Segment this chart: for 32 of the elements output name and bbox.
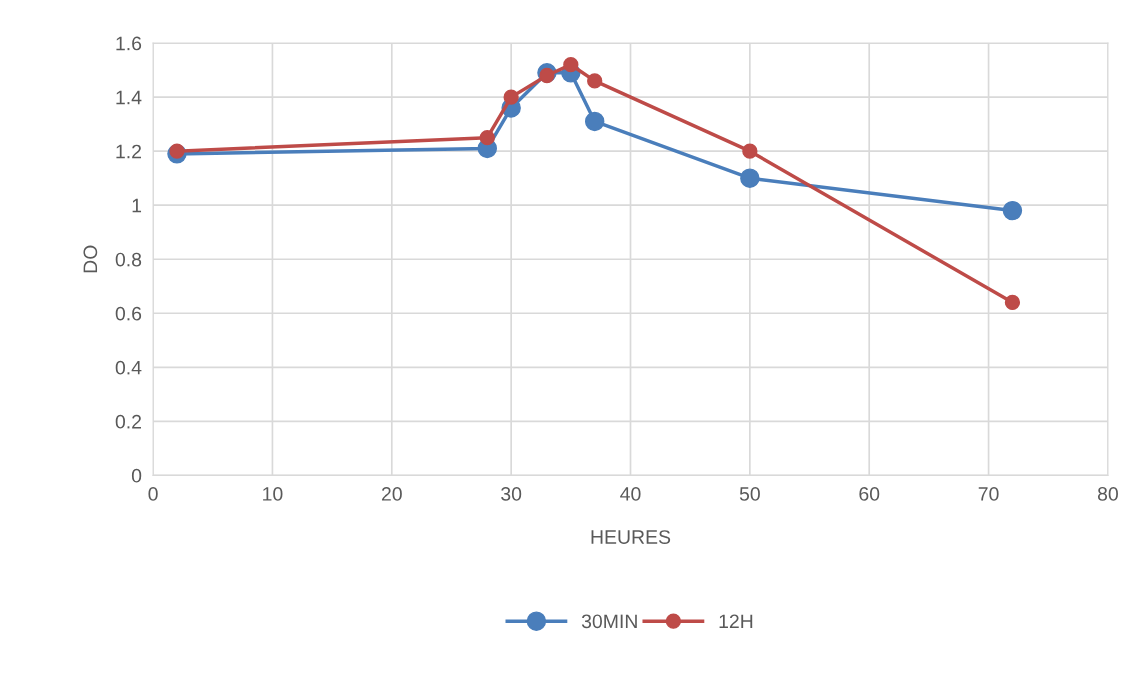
point <box>587 73 603 89</box>
legend-label: 12H <box>719 614 753 629</box>
y-tick-label: 0.4 <box>115 360 142 375</box>
x-tick-label: 80 <box>1097 487 1118 501</box>
point <box>584 111 605 132</box>
y-tick-label: 0.6 <box>115 306 142 321</box>
point <box>503 89 519 105</box>
legend-label: 30MIN <box>581 614 637 629</box>
y-tick-label: 1.4 <box>116 90 142 105</box>
point <box>1004 294 1021 311</box>
point <box>742 143 758 159</box>
y-tick-label: 1.2 <box>116 144 142 159</box>
point <box>169 143 185 159</box>
x-tick-label: 0 <box>148 487 158 501</box>
x-tick-label: 50 <box>739 487 760 501</box>
x-tick-label: 70 <box>978 487 999 501</box>
x-tick-label: 30 <box>501 487 522 501</box>
x-tick-label: 20 <box>381 487 402 501</box>
point <box>563 57 579 73</box>
y-tick-label: 0.2 <box>115 414 142 429</box>
x-tick-label: 40 <box>620 487 641 501</box>
point <box>1002 200 1023 221</box>
x-axis-title: HEURES <box>591 530 671 544</box>
x-tick-label: 10 <box>263 487 283 501</box>
y-tick-label: 1 <box>132 198 142 213</box>
y-tick-label: 1.6 <box>116 36 142 51</box>
point <box>479 130 495 146</box>
y-tick-label: 0.8 <box>115 252 142 267</box>
y-tick-label: 0 <box>131 468 142 483</box>
y-axis-title: DO <box>83 245 98 273</box>
x-tick-label: 60 <box>859 487 880 501</box>
point <box>740 168 760 188</box>
